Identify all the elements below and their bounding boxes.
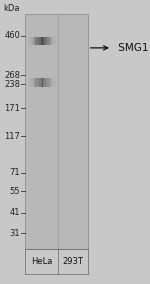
Bar <box>32 37 33 45</box>
Bar <box>38 37 39 45</box>
Bar <box>48 37 49 45</box>
Bar <box>39 37 40 45</box>
Bar <box>42 78 43 87</box>
Text: 460: 460 <box>4 31 20 40</box>
Bar <box>44 78 45 87</box>
Text: 41: 41 <box>10 208 20 217</box>
Bar <box>31 37 32 45</box>
Bar <box>34 37 35 45</box>
Bar <box>41 78 42 87</box>
Bar <box>55 78 56 87</box>
Text: SMG1: SMG1 <box>90 43 148 53</box>
Text: 117: 117 <box>4 131 20 141</box>
Bar <box>28 37 29 45</box>
Bar <box>29 37 30 45</box>
Bar <box>54 37 55 45</box>
Bar <box>44 37 45 45</box>
Bar <box>39 78 40 87</box>
Text: kDa: kDa <box>4 3 20 12</box>
Bar <box>33 37 34 45</box>
Bar <box>41 37 42 45</box>
Text: 31: 31 <box>10 229 20 238</box>
Bar <box>46 37 47 45</box>
Bar <box>45 78 46 87</box>
Bar <box>51 78 52 87</box>
Bar <box>51 37 52 45</box>
Text: 293T: 293T <box>62 257 83 266</box>
Text: 71: 71 <box>10 168 20 177</box>
Bar <box>49 78 50 87</box>
Bar <box>45 37 46 45</box>
Bar <box>36 78 37 87</box>
Bar <box>52 37 53 45</box>
Bar <box>28 78 29 87</box>
Text: 171: 171 <box>4 104 20 113</box>
Bar <box>36 37 37 45</box>
Bar <box>48 78 49 87</box>
Bar <box>52 78 53 87</box>
Bar <box>42 37 43 45</box>
Bar <box>33 78 34 87</box>
Bar <box>32 78 33 87</box>
Bar <box>50 78 51 87</box>
Bar <box>34 37 35 45</box>
Bar <box>35 78 36 87</box>
Bar <box>30 37 31 45</box>
Text: 268: 268 <box>4 71 20 80</box>
Bar <box>30 78 31 87</box>
Text: HeLa: HeLa <box>31 257 53 266</box>
Bar <box>40 37 41 45</box>
Bar <box>50 37 51 45</box>
Bar <box>47 37 48 45</box>
Text: 238: 238 <box>4 80 20 89</box>
Bar <box>53 37 54 45</box>
Bar <box>31 78 32 87</box>
Bar <box>34 78 35 87</box>
Bar <box>25 14 88 249</box>
Bar <box>37 37 38 45</box>
Bar <box>54 78 55 87</box>
Bar <box>43 37 44 45</box>
Bar <box>38 78 39 87</box>
Bar <box>42 78 43 87</box>
Bar <box>34 78 35 87</box>
Text: 55: 55 <box>10 187 20 196</box>
Bar <box>47 78 48 87</box>
Bar <box>55 37 56 45</box>
Bar <box>40 78 41 87</box>
Bar <box>35 37 36 45</box>
Bar <box>43 78 44 87</box>
Bar <box>49 37 50 45</box>
Bar <box>29 78 30 87</box>
Bar <box>46 78 47 87</box>
Bar <box>42 37 43 45</box>
Bar <box>37 78 38 87</box>
Bar <box>53 78 54 87</box>
